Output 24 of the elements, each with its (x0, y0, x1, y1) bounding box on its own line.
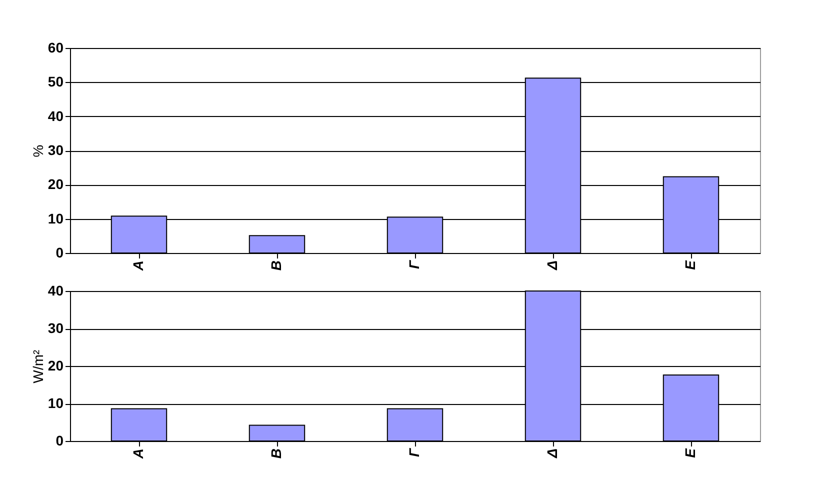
y-axis-title: W/m² (30, 349, 46, 384)
y-tick-label: 20 (48, 176, 64, 192)
x-tick-label: Γ (406, 447, 422, 458)
x-tick-label: Β (268, 260, 284, 271)
y-tick-label: 30 (48, 320, 64, 336)
y-tick-label: 40 (48, 282, 64, 298)
y-tick-label: 0 (56, 432, 64, 448)
y-tick-label: 10 (48, 210, 64, 226)
x-tick-label: Ε (682, 448, 698, 458)
x-tick-label: Δ (544, 448, 560, 459)
x-tick-label: Α (130, 260, 146, 272)
x-tick-label: Γ (406, 259, 422, 270)
x-tick-label: Ε (682, 260, 698, 270)
y-tick-label: 40 (48, 108, 64, 124)
x-tick-label: Β (268, 448, 284, 459)
x-tick-label: Δ (544, 260, 560, 271)
y-tick-label: 20 (48, 358, 64, 374)
y-axis-title: % (30, 144, 46, 158)
y-tick-label: 10 (48, 395, 64, 411)
y-tick-label: 30 (48, 142, 64, 158)
y-tick-label: 0 (56, 244, 64, 260)
x-tick-label: Α (130, 448, 146, 460)
y-tick-label: 60 (48, 40, 64, 56)
y-tick-label: 50 (48, 74, 64, 90)
